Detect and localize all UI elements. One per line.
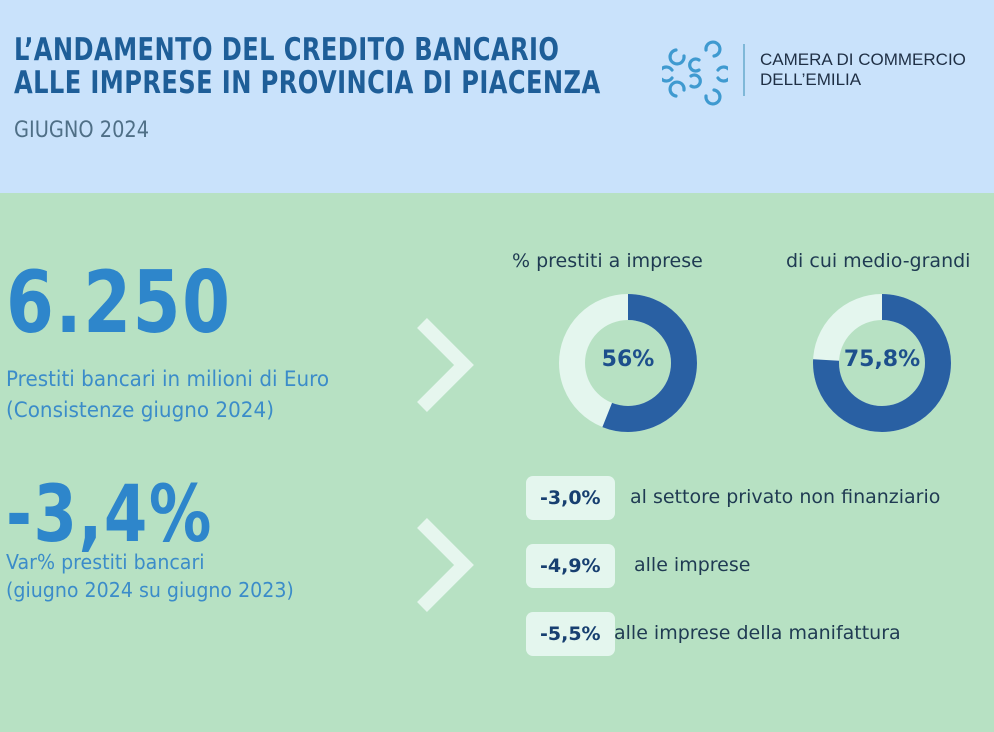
logo-line-2: DELL’EMILIA bbox=[760, 70, 862, 89]
variation-label: alle imprese bbox=[634, 554, 751, 576]
camera-di-commercio-logo-icon bbox=[662, 40, 728, 106]
variation-badge: -4,9% bbox=[526, 544, 615, 588]
title-line-1: L’ANDAMENTO DEL CREDITO BANCARIO bbox=[14, 32, 560, 68]
donut-value-medium-large: 75,8% bbox=[843, 347, 921, 372]
stat-loans-desc-line-2: (Consistenze giugno 2024) bbox=[6, 398, 274, 422]
variation-badge: -5,5% bbox=[526, 612, 615, 656]
donut-arc bbox=[559, 294, 697, 432]
chevron-right-icon bbox=[417, 318, 474, 412]
variation-label: alle imprese della manifattura bbox=[614, 622, 901, 644]
title-line-2: ALLE IMPRESE IN PROVINCIA DI PIACENZA bbox=[14, 65, 601, 101]
logo-line-1: CAMERA DI COMMERCIO bbox=[760, 50, 966, 69]
chevron-right-icon bbox=[417, 518, 474, 612]
logo-wordmark: CAMERA DI COMMERCIO DELL’EMILIA bbox=[760, 50, 966, 90]
donut-label-medium-large: di cui medio-grandi bbox=[786, 250, 971, 272]
page-subtitle: GIUGNO 2024 bbox=[14, 118, 150, 143]
page-title: L’ANDAMENTO DEL CREDITO BANCARIO ALLE IM… bbox=[14, 34, 601, 100]
variation-badge: -3,0% bbox=[526, 476, 615, 520]
donut-arc bbox=[813, 294, 951, 432]
stat-variation-description: Var% prestiti bancari (giugno 2024 su gi… bbox=[6, 548, 294, 604]
stat-variation-desc-line-1: Var% prestiti bancari bbox=[6, 550, 205, 574]
stat-loans-value: 6.250 bbox=[6, 253, 232, 353]
stat-loans-description: Prestiti bancari in milioni di Euro (Con… bbox=[6, 364, 329, 426]
donut-loans-to-firms bbox=[559, 294, 697, 432]
stat-variation-value: -3,4% bbox=[6, 470, 213, 560]
logo-divider bbox=[743, 44, 745, 96]
donut-medium-large bbox=[813, 294, 951, 432]
donut-value-loans-to-firms: 56% bbox=[601, 347, 655, 372]
donut-label-loans-to-firms: % prestiti a imprese bbox=[512, 250, 703, 272]
stat-loans-desc-line-1: Prestiti bancari in milioni di Euro bbox=[6, 367, 330, 391]
header-band: L’ANDAMENTO DEL CREDITO BANCARIO ALLE IM… bbox=[0, 0, 994, 193]
stat-variation-desc-line-2: (giugno 2024 su giugno 2023) bbox=[6, 578, 294, 602]
variation-label: al settore privato non finanziario bbox=[630, 486, 941, 508]
